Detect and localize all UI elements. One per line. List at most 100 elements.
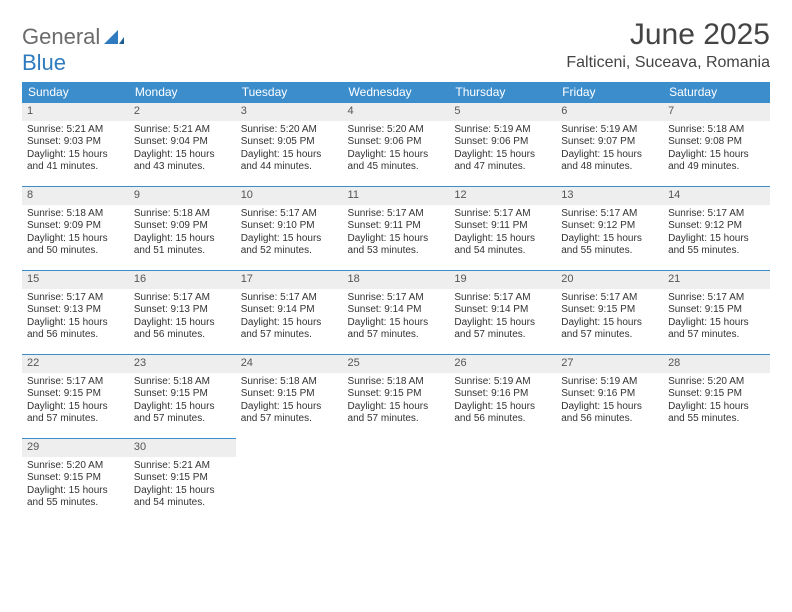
daylight-text: Daylight: 15 hours and 57 minutes. — [454, 317, 551, 342]
day-body: Sunrise: 5:17 AMSunset: 9:12 PMDaylight:… — [556, 205, 663, 266]
sunrise-text: Sunrise: 5:21 AM — [134, 124, 231, 137]
sunrise-text: Sunrise: 5:18 AM — [134, 208, 231, 221]
day-body: Sunrise: 5:17 AMSunset: 9:10 PMDaylight:… — [236, 205, 343, 266]
sunset-text: Sunset: 9:15 PM — [134, 472, 231, 485]
sunrise-text: Sunrise: 5:19 AM — [561, 376, 658, 389]
day-body: Sunrise: 5:19 AMSunset: 9:16 PMDaylight:… — [556, 373, 663, 434]
day-number: 28 — [663, 354, 770, 373]
calendar-head: Sunday Monday Tuesday Wednesday Thursday… — [22, 82, 770, 102]
sunset-text: Sunset: 9:15 PM — [348, 388, 445, 401]
sunrise-text: Sunrise: 5:20 AM — [27, 460, 124, 473]
page-header: General Blue June 2025 Falticeni, Suceav… — [22, 18, 770, 76]
sunrise-text: Sunrise: 5:17 AM — [134, 292, 231, 305]
day-body: Sunrise: 5:17 AMSunset: 9:15 PMDaylight:… — [22, 373, 129, 434]
calendar-day-cell: 13Sunrise: 5:17 AMSunset: 9:12 PMDayligh… — [556, 186, 663, 270]
sunset-text: Sunset: 9:16 PM — [561, 388, 658, 401]
calendar-day-cell — [663, 438, 770, 522]
day-body: Sunrise: 5:17 AMSunset: 9:14 PMDaylight:… — [236, 289, 343, 350]
day-number: 8 — [22, 186, 129, 205]
sunrise-text: Sunrise: 5:17 AM — [27, 292, 124, 305]
day-body: Sunrise: 5:17 AMSunset: 9:11 PMDaylight:… — [343, 205, 450, 266]
sunset-text: Sunset: 9:16 PM — [454, 388, 551, 401]
day-body: Sunrise: 5:17 AMSunset: 9:15 PMDaylight:… — [556, 289, 663, 350]
sunrise-text: Sunrise: 5:18 AM — [668, 124, 765, 137]
calendar-body: 1Sunrise: 5:21 AMSunset: 9:03 PMDaylight… — [22, 102, 770, 522]
day-number: 9 — [129, 186, 236, 205]
day-number: 11 — [343, 186, 450, 205]
sunrise-text: Sunrise: 5:19 AM — [454, 124, 551, 137]
day-number: 16 — [129, 270, 236, 289]
calendar-day-cell: 2Sunrise: 5:21 AMSunset: 9:04 PMDaylight… — [129, 102, 236, 186]
weekday-header: Wednesday — [343, 82, 450, 102]
calendar-day-cell — [343, 438, 450, 522]
calendar-week-row: 1Sunrise: 5:21 AMSunset: 9:03 PMDaylight… — [22, 102, 770, 186]
day-body: Sunrise: 5:20 AMSunset: 9:06 PMDaylight:… — [343, 121, 450, 182]
weekday-header: Tuesday — [236, 82, 343, 102]
daylight-text: Daylight: 15 hours and 57 minutes. — [241, 317, 338, 342]
brand-line2: Blue — [22, 50, 66, 75]
sunrise-text: Sunrise: 5:18 AM — [241, 376, 338, 389]
day-body: Sunrise: 5:17 AMSunset: 9:14 PMDaylight:… — [343, 289, 450, 350]
day-body: Sunrise: 5:21 AMSunset: 9:15 PMDaylight:… — [129, 457, 236, 518]
sunrise-text: Sunrise: 5:18 AM — [134, 376, 231, 389]
sunrise-text: Sunrise: 5:21 AM — [27, 124, 124, 137]
daylight-text: Daylight: 15 hours and 47 minutes. — [454, 149, 551, 174]
daylight-text: Daylight: 15 hours and 52 minutes. — [241, 233, 338, 258]
daylight-text: Daylight: 15 hours and 53 minutes. — [348, 233, 445, 258]
weekday-header: Thursday — [449, 82, 556, 102]
calendar-day-cell: 14Sunrise: 5:17 AMSunset: 9:12 PMDayligh… — [663, 186, 770, 270]
sunset-text: Sunset: 9:13 PM — [27, 304, 124, 317]
day-body: Sunrise: 5:20 AMSunset: 9:15 PMDaylight:… — [663, 373, 770, 434]
daylight-text: Daylight: 15 hours and 57 minutes. — [27, 401, 124, 426]
brand-text: General Blue — [22, 24, 124, 76]
calendar-day-cell: 11Sunrise: 5:17 AMSunset: 9:11 PMDayligh… — [343, 186, 450, 270]
day-body: Sunrise: 5:20 AMSunset: 9:15 PMDaylight:… — [22, 457, 129, 518]
sunrise-text: Sunrise: 5:20 AM — [241, 124, 338, 137]
daylight-text: Daylight: 15 hours and 54 minutes. — [134, 485, 231, 510]
calendar-day-cell: 10Sunrise: 5:17 AMSunset: 9:10 PMDayligh… — [236, 186, 343, 270]
calendar-day-cell: 28Sunrise: 5:20 AMSunset: 9:15 PMDayligh… — [663, 354, 770, 438]
day-body: Sunrise: 5:17 AMSunset: 9:13 PMDaylight:… — [22, 289, 129, 350]
calendar-day-cell — [556, 438, 663, 522]
calendar-day-cell: 6Sunrise: 5:19 AMSunset: 9:07 PMDaylight… — [556, 102, 663, 186]
day-body: Sunrise: 5:19 AMSunset: 9:06 PMDaylight:… — [449, 121, 556, 182]
sunrise-text: Sunrise: 5:17 AM — [454, 292, 551, 305]
day-number: 12 — [449, 186, 556, 205]
daylight-text: Daylight: 15 hours and 57 minutes. — [348, 317, 445, 342]
day-number: 24 — [236, 354, 343, 373]
sunrise-text: Sunrise: 5:21 AM — [134, 460, 231, 473]
calendar-day-cell: 26Sunrise: 5:19 AMSunset: 9:16 PMDayligh… — [449, 354, 556, 438]
sunrise-text: Sunrise: 5:19 AM — [561, 124, 658, 137]
calendar-week-row: 29Sunrise: 5:20 AMSunset: 9:15 PMDayligh… — [22, 438, 770, 522]
day-number: 1 — [22, 102, 129, 121]
sunrise-text: Sunrise: 5:19 AM — [454, 376, 551, 389]
sunrise-text: Sunrise: 5:17 AM — [348, 208, 445, 221]
brand-line1: General — [22, 24, 100, 49]
daylight-text: Daylight: 15 hours and 57 minutes. — [561, 317, 658, 342]
daylight-text: Daylight: 15 hours and 54 minutes. — [454, 233, 551, 258]
calendar-day-cell: 4Sunrise: 5:20 AMSunset: 9:06 PMDaylight… — [343, 102, 450, 186]
day-number: 4 — [343, 102, 450, 121]
daylight-text: Daylight: 15 hours and 55 minutes. — [27, 485, 124, 510]
day-number: 17 — [236, 270, 343, 289]
sunset-text: Sunset: 9:14 PM — [241, 304, 338, 317]
calendar-day-cell: 25Sunrise: 5:18 AMSunset: 9:15 PMDayligh… — [343, 354, 450, 438]
daylight-text: Daylight: 15 hours and 55 minutes. — [668, 233, 765, 258]
day-number: 20 — [556, 270, 663, 289]
daylight-text: Daylight: 15 hours and 45 minutes. — [348, 149, 445, 174]
calendar-week-row: 22Sunrise: 5:17 AMSunset: 9:15 PMDayligh… — [22, 354, 770, 438]
calendar-day-cell: 5Sunrise: 5:19 AMSunset: 9:06 PMDaylight… — [449, 102, 556, 186]
calendar-day-cell: 27Sunrise: 5:19 AMSunset: 9:16 PMDayligh… — [556, 354, 663, 438]
daylight-text: Daylight: 15 hours and 48 minutes. — [561, 149, 658, 174]
day-number: 26 — [449, 354, 556, 373]
sunset-text: Sunset: 9:11 PM — [348, 220, 445, 233]
calendar-week-row: 15Sunrise: 5:17 AMSunset: 9:13 PMDayligh… — [22, 270, 770, 354]
day-body: Sunrise: 5:18 AMSunset: 9:15 PMDaylight:… — [343, 373, 450, 434]
day-number: 2 — [129, 102, 236, 121]
day-body: Sunrise: 5:18 AMSunset: 9:15 PMDaylight:… — [236, 373, 343, 434]
day-number: 29 — [22, 438, 129, 457]
day-body: Sunrise: 5:19 AMSunset: 9:16 PMDaylight:… — [449, 373, 556, 434]
calendar-day-cell: 1Sunrise: 5:21 AMSunset: 9:03 PMDaylight… — [22, 102, 129, 186]
daylight-text: Daylight: 15 hours and 55 minutes. — [668, 401, 765, 426]
sunrise-text: Sunrise: 5:17 AM — [561, 292, 658, 305]
